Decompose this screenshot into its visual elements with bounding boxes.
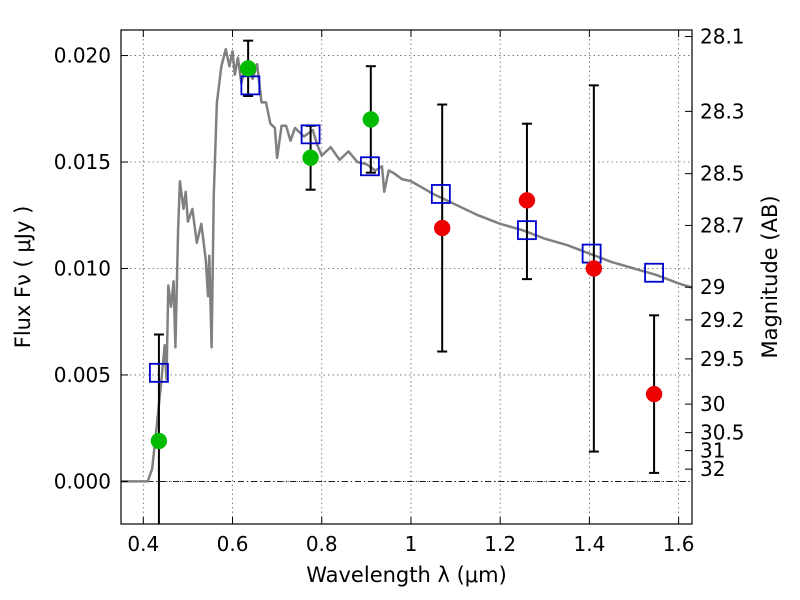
model-photometry-square: [240, 75, 261, 96]
x-tick-label: 0.6: [217, 532, 249, 556]
non-detection-point: [518, 192, 536, 209]
non-detection-point: [433, 219, 451, 237]
right-tick-label: 32: [700, 457, 725, 481]
x-axis-ticks: 0.4 0.6 0.8 1 1.2 1.4 1.6: [127, 30, 695, 556]
right-tick-label: 29.2: [700, 308, 745, 332]
detection-point: [239, 60, 257, 77]
x-axis-title: Wavelength λ (μm): [306, 563, 507, 587]
model-photometry-square: [149, 362, 169, 383]
right-tick-label: 28.7: [700, 213, 745, 237]
model-photometry-square: [300, 124, 321, 145]
y-axis-title: Flux Fν ( μJy ): [11, 206, 35, 349]
error-bar-layer: [153, 39, 660, 524]
detection-point: [362, 111, 380, 128]
right-tick-label: 30: [700, 392, 725, 416]
non-detection-point: [585, 260, 603, 277]
plot-frame: [120, 29, 693, 525]
y-axis-title-text: Flux Fν ( μJy ): [11, 206, 35, 349]
y-tick-label: 0.010: [54, 256, 111, 280]
model-photometry-square: [644, 262, 664, 283]
x-tick-label: 0.8: [306, 532, 338, 556]
detection-point: [302, 149, 319, 167]
y-tick-label: 0.015: [54, 150, 111, 174]
right-tick-label: 31: [700, 439, 725, 463]
x-tick-label: 1.2: [484, 532, 516, 556]
right-tick-label: 29.5: [700, 347, 745, 371]
right-axis-title-text: Magnitude (AB): [758, 195, 782, 358]
y-axis-ticks: 0.000 0.005 0.010 0.015 0.020: [54, 44, 128, 493]
model-photometry-square: [517, 220, 537, 241]
x-tick-label: 0.4: [127, 532, 159, 556]
right-tick-label: 28.5: [700, 162, 745, 186]
right-tick-label: 30.5: [700, 421, 745, 445]
model-layer: [121, 47, 693, 483]
model-photometry-square: [360, 156, 380, 177]
y-tick-label: 0.020: [54, 44, 111, 68]
x-tick-label: 1.6: [663, 532, 695, 556]
model-spectrum-line: [121, 47, 693, 483]
detection-point: [150, 432, 168, 450]
right-axis-title: Magnitude (AB): [758, 195, 782, 358]
x-tick-label: 1: [405, 532, 418, 556]
x-tick-label: 1.4: [573, 532, 605, 556]
x-axis-title-text: Wavelength λ (μm): [306, 563, 507, 587]
right-tick-label: 28.3: [700, 99, 745, 123]
model-photometry-square: [430, 184, 451, 204]
y-tick-label: 0.005: [54, 363, 111, 387]
marker-layer: [149, 60, 664, 450]
non-detection-point: [645, 385, 663, 403]
y-tick-label: 0.000: [54, 469, 111, 493]
right-tick-label: 28.1: [700, 25, 745, 49]
right-tick-label: 29: [700, 275, 725, 299]
